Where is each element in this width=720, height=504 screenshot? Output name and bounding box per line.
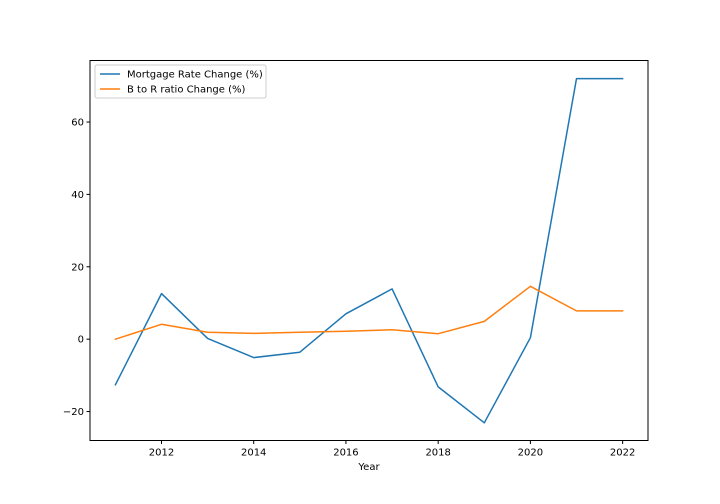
series-line-1: [114, 77, 624, 424]
legend: Mortgage Rate Change (%) B to R ratio Cha…: [94, 64, 267, 99]
x-tick-label: 2012: [149, 448, 174, 459]
x-tick-label: 2018: [425, 448, 450, 459]
y-tick-label: −20: [63, 407, 84, 418]
y-tick-label: 40: [71, 190, 84, 201]
y-tick-label: 20: [71, 262, 84, 273]
x-tick-label: 2014: [241, 448, 266, 459]
legend-label-1: Mortgage Rate Change (%): [127, 70, 263, 81]
x-axis-label: Year: [357, 462, 380, 473]
legend-label-2: B to R ratio Change (%): [127, 85, 245, 96]
x-tick-label: 2020: [518, 448, 543, 459]
y-tick-label: 0: [78, 335, 84, 346]
plot-marks: [114, 77, 624, 424]
x-tick-label: 2016: [333, 448, 358, 459]
plot-frame: [89, 60, 649, 441]
series-line-2: [114, 285, 624, 341]
y-tick-label: 60: [71, 118, 84, 129]
legend-box: [94, 64, 267, 99]
y-axis: −20 0 20 40 60: [63, 118, 90, 418]
x-tick-label: 2022: [610, 448, 635, 459]
x-axis: 2012 2014 2016 2018 2020 2022: [149, 440, 635, 459]
